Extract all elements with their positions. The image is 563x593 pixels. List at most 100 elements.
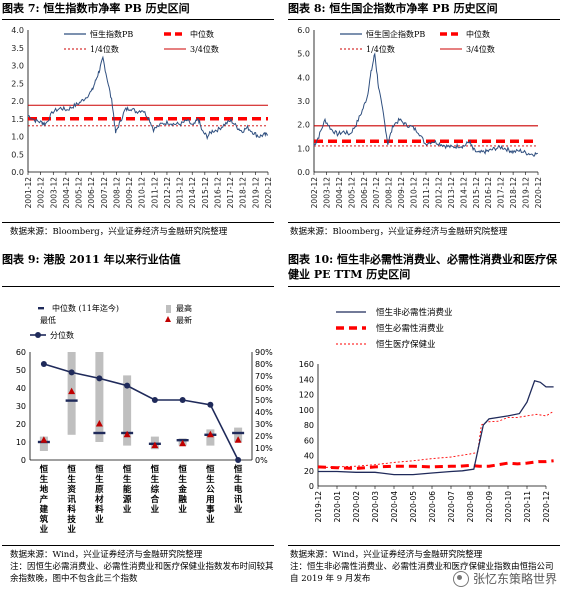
y-tick-label: 1.5 — [11, 115, 24, 124]
legend-percentile-dot — [35, 332, 41, 338]
chart7-source: 数据来源：Bloomberg，兴业证券经济与金融研究院整理 — [10, 227, 228, 237]
range-bar — [39, 436, 48, 451]
x-tick-label: 2005-12 — [347, 177, 356, 209]
chart10-top-rule — [288, 286, 560, 287]
x-tick-label: 2020-04 — [390, 491, 399, 523]
chart9-svg: 0 10 20 30 40 50 60 0% 10% 20% 30% 40% 50% 60% 70% 80% 9… — [16, 303, 273, 535]
y-tick-label: 1.0 — [11, 133, 24, 142]
x-tick-label: 2020-10 — [504, 491, 513, 523]
series-discretionary-line — [318, 380, 554, 476]
x-tick-label: 2015-12 — [201, 177, 210, 209]
x-tick-label: 2008-12 — [112, 177, 121, 209]
legend-high-swatch — [166, 305, 171, 313]
y-tick-label: 0.0 — [11, 168, 24, 177]
legend-staples-label: 恒生必需性消费业 — [376, 323, 444, 334]
chart7-bottom-rule — [2, 222, 274, 223]
chart7-top-rule — [2, 19, 274, 20]
x-tick-label: 2018-12 — [509, 177, 518, 209]
legend-q3-label: 3/4位数 — [466, 44, 495, 54]
y-tick-label: 5.0 — [297, 50, 310, 59]
category-label: 恒生电讯业 — [234, 464, 243, 515]
y-tick-label: 4.0 — [11, 26, 24, 35]
y-tick-label: 6.0 — [297, 26, 310, 35]
x-tick-label: 2009-12 — [397, 177, 406, 209]
y-tick-label: 2.0 — [297, 121, 310, 130]
chart10-bottom-rule — [288, 545, 560, 546]
x-tick-label: 2010-12 — [410, 177, 419, 209]
median-mark — [93, 431, 106, 435]
x-tick-label: 2006-12 — [360, 177, 369, 209]
latest-marker — [95, 420, 103, 427]
chart8-top-rule — [288, 19, 560, 20]
y-tick-label: 2.5 — [11, 79, 24, 88]
percentile-point — [68, 369, 75, 376]
median-mark — [65, 399, 78, 402]
y-tick-label: 140 — [299, 375, 314, 384]
x-tick-label: 2014-12 — [188, 177, 197, 209]
y-tick-label: 50 — [16, 366, 26, 375]
chart8-source: 数据来源：Bloomberg，兴业证券经济与金融研究院整理 — [290, 227, 508, 237]
x-tick-label: 2003-12 — [322, 177, 331, 209]
y-tick-label: 3.5 — [11, 44, 24, 53]
y-tick-label: 1.0 — [297, 144, 310, 153]
y-tick-label: 3.0 — [11, 62, 24, 71]
chart9-note: 注：因恒生必需消费业、必需性消费业和医疗保健业指数发布时间较其余指数晚，图中不包… — [10, 562, 274, 584]
legend-low-label: 最低 — [40, 315, 56, 325]
legend-latest-label: 最新 — [176, 315, 192, 325]
chart10-svg: 0 20 40 60 80 100 120 140 160 2019-12 2020-01 2020-… — [299, 307, 554, 523]
x-tick-label: 2020-03 — [371, 491, 380, 523]
legend-q3-label: 3/4位数 — [190, 44, 219, 54]
latest-marker — [151, 441, 159, 449]
chart10-note: 注：恒生非必需性消费业、必需性消费业和医疗保健业指数由恒指公司自 2019 年 … — [290, 562, 554, 584]
y-tick-label: 20 — [16, 420, 26, 429]
x-tick-label: 2020-11 — [523, 491, 532, 523]
legend-median-label: 中位数 (11年迄今) — [52, 303, 119, 313]
chart10-title: 图表 10: 恒生非必需性消费业、必需性消费业和医疗保健业 PE TTM 历史区… — [288, 253, 558, 281]
y-tick-label: 4.0 — [297, 73, 310, 82]
legend-q1-label: 1/4位数 — [366, 44, 395, 54]
percentile-point — [40, 361, 47, 367]
chart9-title: 图表 9: 港股 2011 年以来行业估值 — [2, 253, 181, 266]
x-tick-label: 2012-12 — [163, 177, 172, 209]
legend-median-label: 中位数 — [190, 29, 214, 39]
y-tick-label: 40 — [16, 384, 26, 393]
legend-q1-label: 1/4位数 — [90, 44, 119, 54]
y2-tick-label: 60% — [255, 384, 273, 393]
y-tick-label: 80 — [304, 421, 314, 430]
x-tick-label: 2020-12 — [264, 177, 273, 209]
y2-tick-label: 80% — [255, 360, 273, 369]
x-tick-label: 2017-12 — [226, 177, 235, 209]
category-label: 恒生金融业 — [177, 464, 187, 515]
x-tick-label: 2014-12 — [459, 177, 468, 209]
chart8-svg: 0.0 1.0 2.0 3.0 4.0 5.0 6.0 2002-12 2003-12 2004-… — [297, 26, 543, 209]
y-tick-label: 160 — [299, 360, 314, 369]
y2-tick-label: 90% — [255, 348, 273, 357]
latest-marker — [206, 430, 214, 438]
x-tick-label: 2007-12 — [100, 177, 109, 209]
range-bar — [234, 427, 243, 442]
y-tick-label: 120 — [299, 391, 314, 400]
latest-marker — [40, 436, 48, 443]
x-tick-label: 2001-12 — [24, 177, 33, 209]
range-bar — [95, 352, 104, 442]
latest-marker — [234, 436, 242, 443]
x-tick-label: 2007-12 — [372, 177, 381, 209]
x-tick-label: 2019-12 — [314, 491, 323, 523]
legend-series-label: 恒生指数PB — [90, 29, 133, 39]
y-tick-label: 20 — [304, 467, 314, 476]
percentile-line — [43, 363, 239, 461]
range-bar — [206, 429, 215, 446]
x-tick-label: 2020-06 — [428, 491, 437, 523]
y2-tick-label: 0% — [255, 456, 268, 465]
x-tick-label: 2013-12 — [447, 177, 456, 209]
legend-percentile-label: 分位数 — [50, 330, 74, 340]
x-tick-label: 2008-12 — [385, 177, 394, 209]
x-tick-label: 2020-12 — [534, 177, 543, 209]
x-tick-label: 2006-12 — [87, 177, 96, 209]
y2-tick-label: 50% — [255, 396, 273, 405]
y-tick-label: 60 — [304, 436, 314, 445]
latest-marker — [179, 439, 187, 447]
watermark: 张忆东策略世界 — [452, 570, 557, 587]
y-tick-label: 0.0 — [297, 168, 310, 177]
y-tick-label: 60 — [16, 348, 26, 357]
